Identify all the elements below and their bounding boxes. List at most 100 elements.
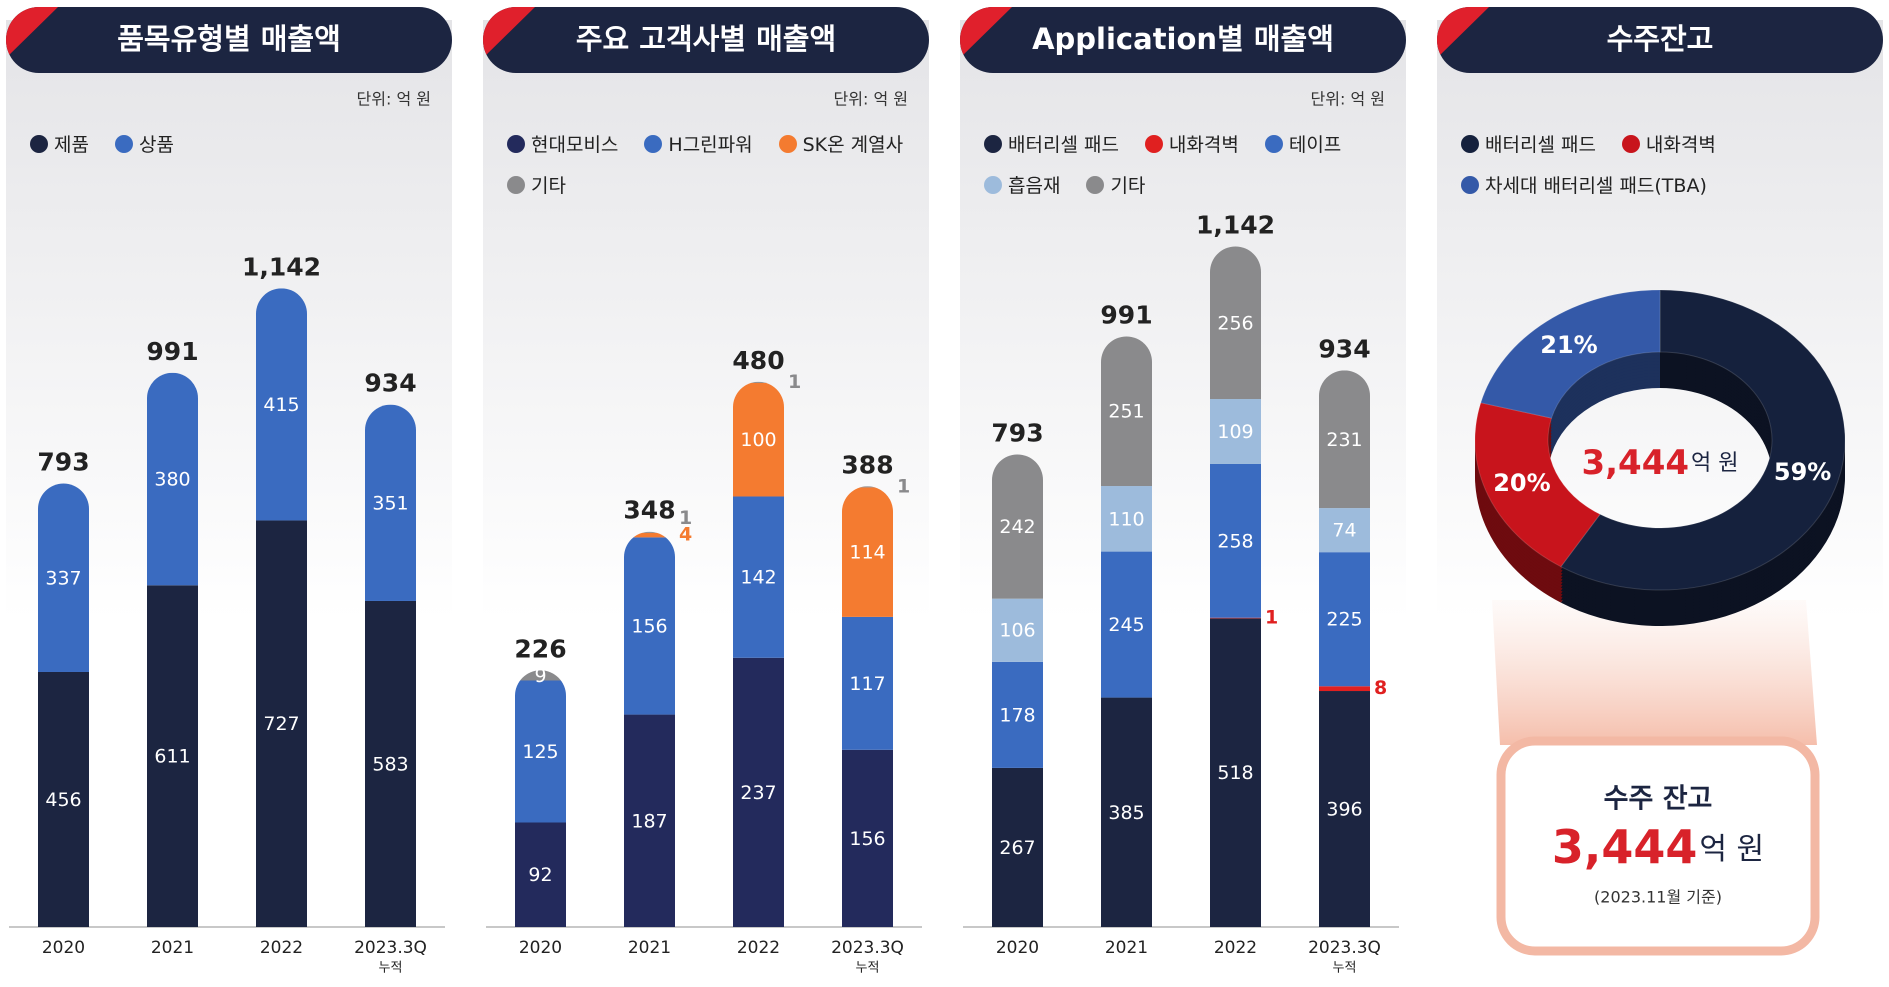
segment-label: 125 [522,741,558,763]
backlog-box [1496,736,1820,956]
legend-item: 기타 [507,171,566,198]
segment-label: 156 [631,615,667,637]
segment-label: 1 [1265,607,1278,629]
center-label: 3,444억 원 [1581,443,1738,483]
segment-label: 178 [999,704,1035,726]
bar-segment [515,670,566,681]
legend-label: 기타 [1110,175,1146,197]
bar-segment [147,585,198,927]
header-accent [6,7,58,58]
segment-label: 242 [999,516,1035,538]
legend-label: 테이프 [1288,134,1342,156]
total-label: 348 [623,496,675,525]
segment-label: 245 [1108,614,1144,636]
bar-segment [624,714,675,927]
x-tick-label: 2021 [1105,938,1148,958]
legend-item: 배터리셀 패드 [984,130,1119,157]
bar-segment [1319,552,1370,687]
bar-segment [842,616,893,750]
bar-segment [38,671,89,927]
total-label: 1,142 [242,252,321,281]
header [1437,7,1883,73]
slice-label: 59% [1774,458,1831,486]
segment-label: 142 [740,567,776,589]
legend-item: 기타 [1086,171,1145,198]
segment-label: 114 [849,542,885,564]
total-label: 793 [991,418,1043,447]
box-title: 수주 잔고 [1604,784,1713,815]
legend-swatch [778,134,797,153]
segment-label: 109 [1217,421,1253,443]
segment-label: 456 [45,789,81,811]
segment-label: 385 [1108,802,1144,824]
x-tick-label: 2023.3Q [1308,938,1381,958]
bar-segment [1319,691,1370,927]
bar-segment [842,749,893,927]
legend-swatch [507,175,525,194]
box-value-unit: 억 원 [1699,832,1764,867]
bar-segment [1210,617,1261,619]
segment-label: 4 [679,524,692,546]
bar-segment [992,598,1043,662]
slice-label: 20% [1493,469,1550,497]
x-tick-label: 2022 [260,938,303,958]
legend-swatch [1264,134,1283,153]
legend-item: 현대모비스 [507,130,618,157]
bar-segment [1101,336,1152,487]
legend-item: 내화격벽 [1621,130,1716,157]
bar-segment [365,404,416,601]
segment-label: 187 [631,810,667,832]
bar-segment [992,454,1043,599]
bar-segment [1210,246,1261,400]
x-tick-label: 2023.3Q [354,938,427,958]
bar-segment [256,288,307,521]
legend-label: SK온 계열사 [802,134,904,156]
unit-label: 단위: 억 원 [1311,90,1385,109]
legend-label: 내화격벽 [1645,134,1716,156]
header-accent [1437,7,1489,58]
segment-label: 1 [788,371,801,393]
total-label: 1,142 [1196,210,1275,239]
legend-swatch [1621,134,1640,153]
legend-item: 테이프 [1264,130,1342,157]
legend-item: 제품 [30,130,89,157]
bar-segment [147,372,198,586]
segment-label: 156 [849,828,885,850]
legend-label: 내화격벽 [1168,134,1239,156]
legend-label: 배터리셀 패드 [1485,134,1596,156]
x-tick-label: 2021 [151,938,194,958]
bar-segment [1101,486,1152,552]
bar-segment [842,486,893,488]
x-tick-label: 2022 [1214,938,1257,958]
segment-label: 518 [1217,762,1253,784]
legend-swatch [1086,175,1105,194]
segment-label: 237 [740,782,776,804]
bar-segment [38,483,89,672]
total-label: 793 [37,448,89,477]
panel-title: 품목유형별 매출액 [117,22,341,56]
total-label: 934 [364,369,416,398]
legend-item: 상품 [114,130,174,157]
legend-label: 배터리셀 패드 [1008,134,1119,156]
legend: 배터리셀 패드 내화격벽 테이프 흡음재 기타 [984,130,1394,198]
segment-label: 110 [1108,508,1144,530]
header-accent [483,7,535,58]
panel-title: Application별 매출액 [1032,22,1334,56]
segment-label: 106 [999,620,1035,642]
bar-segment [733,657,784,927]
bar-segment [515,822,566,927]
segment-label: 415 [263,394,299,416]
total-label: 991 [1100,300,1152,329]
bar-segment [1101,697,1152,927]
header [6,7,452,73]
legend-item: H그린파워 [644,130,753,157]
segment-label: 256 [1217,312,1253,334]
slice [1560,289,1846,591]
x-tick-label: 2023.3Q [831,938,904,958]
bar-segment [624,537,675,715]
total-label: 388 [841,450,893,479]
legend-label: H그린파워 [668,134,753,156]
unit-label: 단위: 억 원 [357,90,431,109]
legend-swatch [1461,175,1479,194]
